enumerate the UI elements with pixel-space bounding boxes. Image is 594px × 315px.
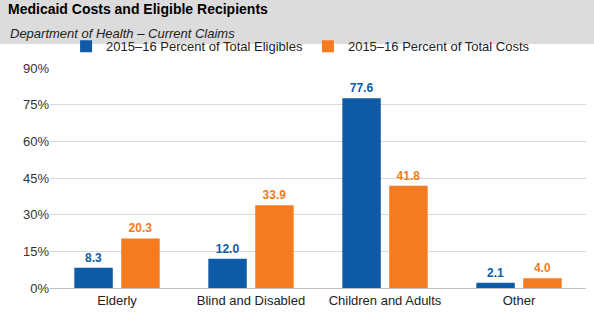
svg-text:33.9: 33.9 bbox=[263, 188, 287, 202]
svg-text:15%: 15% bbox=[23, 244, 49, 259]
svg-text:Other: Other bbox=[503, 293, 536, 308]
svg-text:41.8: 41.8 bbox=[397, 169, 421, 183]
svg-text:Elderly: Elderly bbox=[97, 293, 137, 308]
svg-text:30%: 30% bbox=[23, 207, 49, 222]
svg-text:2.1: 2.1 bbox=[487, 266, 504, 280]
svg-text:12.0: 12.0 bbox=[216, 242, 240, 256]
svg-text:Children and Adults: Children and Adults bbox=[329, 293, 442, 308]
svg-text:20.3: 20.3 bbox=[129, 221, 153, 235]
svg-text:77.6: 77.6 bbox=[350, 81, 374, 95]
svg-text:45%: 45% bbox=[23, 171, 49, 186]
svg-text:2015–16 Percent of Total Eligi: 2015–16 Percent of Total Eligibles bbox=[106, 39, 303, 54]
svg-text:4.0: 4.0 bbox=[534, 261, 551, 275]
svg-text:8.3: 8.3 bbox=[85, 251, 102, 265]
svg-text:90%: 90% bbox=[23, 61, 49, 76]
svg-text:Blind and Disabled: Blind and Disabled bbox=[197, 293, 305, 308]
svg-text:Medicaid Costs and Eligible Re: Medicaid Costs and Eligible Recipients bbox=[8, 1, 268, 17]
svg-text:Department of Health – Current: Department of Health – Current Claims bbox=[10, 26, 235, 41]
svg-text:2015–16 Percent of Total Costs: 2015–16 Percent of Total Costs bbox=[348, 39, 530, 54]
svg-text:60%: 60% bbox=[23, 134, 49, 149]
svg-text:75%: 75% bbox=[23, 97, 49, 112]
svg-text:0%: 0% bbox=[30, 281, 49, 296]
